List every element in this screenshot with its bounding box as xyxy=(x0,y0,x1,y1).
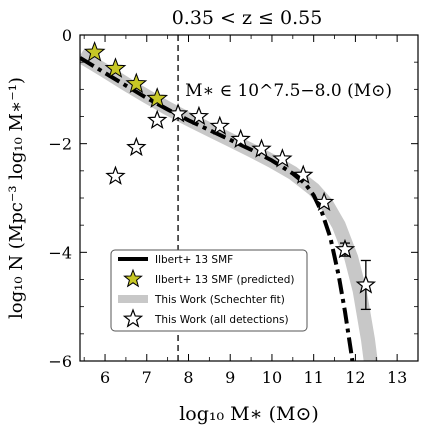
predicted-star-point xyxy=(83,40,106,62)
legend-label-detections: This Work (all detections) xyxy=(154,314,289,326)
legend-symbol-predicted xyxy=(123,268,143,288)
y-axis-label: log₁₀ N (Mpc⁻³ log₁₀ M∗⁻¹) xyxy=(6,77,27,319)
chart-title: 0.35 < z ≤ 0.55 xyxy=(172,7,323,29)
x-tick-label: 9 xyxy=(225,368,235,387)
plot-area xyxy=(79,34,419,362)
detection-star-point xyxy=(251,138,272,158)
legend-filled-star xyxy=(123,268,143,288)
annotation-mass-bin: M∗ ∈ 10^7.5−8.0 (M⊙) xyxy=(185,81,392,101)
detection-star-point xyxy=(272,148,293,168)
detection-star-point xyxy=(355,274,377,294)
detection-star-point xyxy=(147,109,168,129)
y-tick-label: −2 xyxy=(48,135,72,154)
y-tick-label: 0 xyxy=(62,26,72,45)
detection-star-point xyxy=(334,238,356,259)
x-tick-label: 8 xyxy=(183,368,193,387)
x-tick-label: 10 xyxy=(262,368,282,387)
legend-open-star xyxy=(122,308,144,328)
x-tick-label: 12 xyxy=(345,368,365,387)
detection-star-point xyxy=(167,103,189,123)
detection-star-point xyxy=(209,115,230,135)
detection-star-point xyxy=(188,105,210,126)
ilbert-smf-curve xyxy=(80,56,355,361)
x-axis-label: log₁₀ M∗ (M⊙) xyxy=(179,403,319,425)
legend-label-schechter-fit: This Work (Schechter fit) xyxy=(154,294,285,306)
detection-star-point xyxy=(293,164,314,184)
legend-symbol-detections xyxy=(122,308,144,328)
predicted-star-point xyxy=(146,87,169,108)
legend-label-predicted: Ilbert+ 13 SMF (predicted) xyxy=(155,274,295,286)
detection-star-point xyxy=(105,165,126,185)
detection-star-point xyxy=(230,128,251,148)
x-tick-label: 7 xyxy=(142,368,152,387)
x-tick-label: 6 xyxy=(100,368,110,387)
detection-star-point xyxy=(313,191,335,212)
x-tick-label: 13 xyxy=(387,368,407,387)
y-tick-label: −6 xyxy=(48,352,72,371)
x-tick-label: 11 xyxy=(303,368,323,387)
axis-ticks: 6 7 8 9 10 11 12 13 0 −2 −4 −6 xyxy=(48,26,419,387)
predicted-star-point xyxy=(125,72,148,94)
markers xyxy=(83,40,377,311)
detection-star-point xyxy=(126,136,147,157)
legend: Ilbert+ 13 SMF Ilbert+ 13 SMF (predicted… xyxy=(110,249,308,332)
predicted-star-point xyxy=(104,57,127,78)
legend-label-ilbert-smf: Ilbert+ 13 SMF xyxy=(155,254,233,266)
y-tick-label: −4 xyxy=(48,243,72,262)
legend-box xyxy=(110,249,308,332)
